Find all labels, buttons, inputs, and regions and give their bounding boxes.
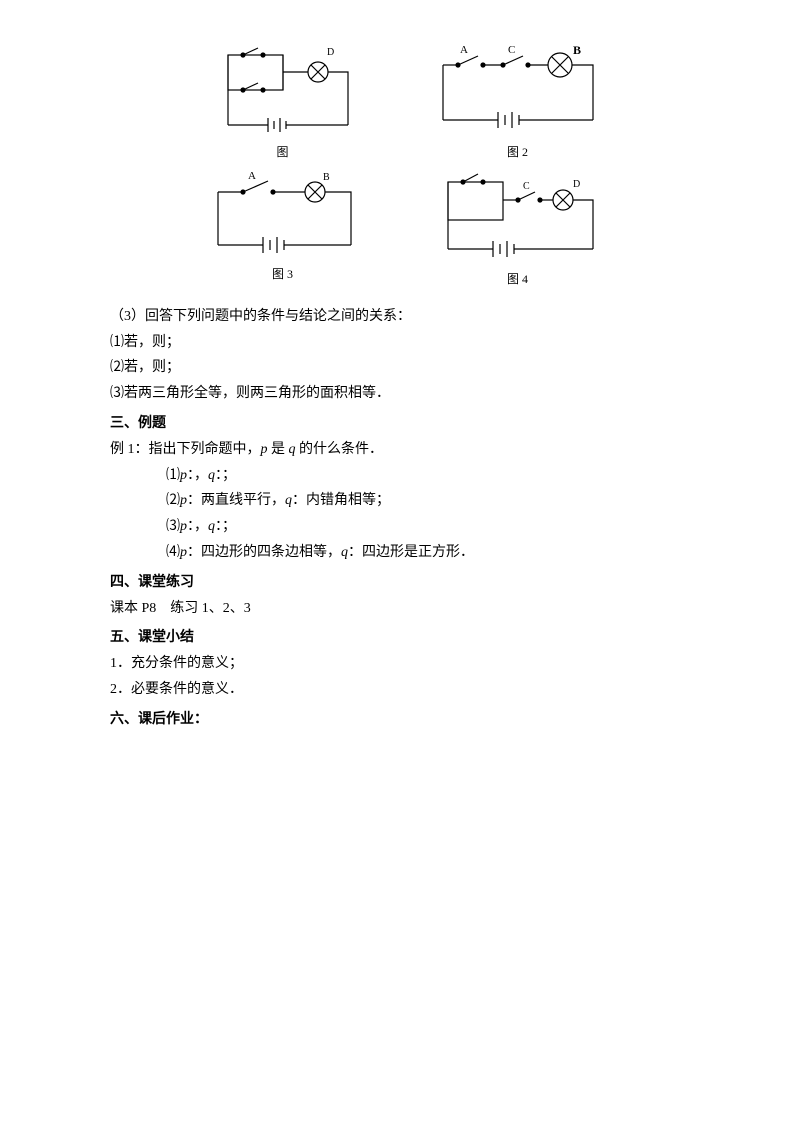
label-a-3: A — [248, 170, 256, 182]
ex1-lead-p: p — [261, 442, 268, 457]
section-5-item-1: 1．充分条件的意义； — [110, 652, 690, 676]
circuit-1-svg: D — [198, 40, 368, 140]
circuit-2-svg: A C B — [423, 40, 613, 140]
ex1-item-1: ⑴p：，q：； — [166, 464, 690, 488]
ex1-2-a: ⑵ — [166, 493, 180, 508]
ex1-item-3: ⑶p：，q：； — [166, 515, 690, 539]
label-c: C — [508, 44, 515, 56]
section-4-title: 四、课堂练习 — [110, 571, 690, 595]
ex1-2-q: q — [285, 493, 292, 508]
label-c-4: C — [523, 181, 530, 192]
q3-item-1: ⑴若，则； — [110, 331, 690, 355]
label-b-3: B — [323, 172, 330, 183]
q3-item-3: ⑶若两三角形全等，则两三角形的面积相等． — [110, 382, 690, 406]
ex1-1-q: q — [208, 468, 215, 483]
label-d-4: D — [573, 179, 580, 190]
circuit-3: A B 图 3 — [193, 167, 373, 289]
ex1-4-c: ：四边形是正方形． — [348, 545, 474, 560]
ex1-item-4: ⑷p：四边形的四条边相等，q：四边形是正方形． — [166, 541, 690, 565]
ex1-2-b: ：两直线平行， — [187, 493, 285, 508]
ex1-4-a: ⑷ — [166, 545, 180, 560]
ex1-4-q: q — [341, 545, 348, 560]
ex1-4-b: ：四边形的四条边相等， — [187, 545, 341, 560]
section-6-title: 六、课后作业： — [110, 708, 690, 732]
ex1-4-p: p — [180, 545, 187, 560]
ex1-1-p: p — [180, 468, 187, 483]
ex1-1-a: ⑴ — [166, 468, 180, 483]
ex1-1-b: ：， — [187, 468, 208, 483]
ex1-3-a: ⑶ — [166, 519, 180, 534]
circuit-2: A C B 图 2 — [423, 40, 613, 162]
example-1-lead: 例 1：指出下列命题中，p 是 q 的什么条件． — [110, 438, 690, 462]
ex1-item-2: ⑵p：两直线平行，q：内错角相等； — [166, 489, 690, 513]
question-3: （3）回答下列问题中的条件与结论之间的关系： — [110, 305, 690, 329]
ex1-3-p: p — [180, 519, 187, 534]
circuit-3-svg: A B — [193, 167, 373, 262]
label-b: B — [573, 43, 581, 57]
ex1-3-b: ：， — [187, 519, 208, 534]
section-5-item-2: 2．必要条件的意义． — [110, 678, 690, 702]
ex1-2-c: ：内错角相等； — [292, 493, 390, 508]
ex1-3-c: ：； — [215, 519, 236, 534]
label-a: A — [460, 44, 468, 56]
label-d: D — [327, 47, 334, 58]
ex1-lead-q: q — [289, 442, 296, 457]
circuit-4: C D 图 4 — [423, 167, 613, 289]
caption-2: 图 2 — [423, 142, 613, 162]
q3-item-2: ⑵若，则； — [110, 356, 690, 380]
ex1-3-q: q — [208, 519, 215, 534]
circuit-4-svg: C D — [423, 167, 613, 267]
ex1-lead-a: 例 1：指出下列命题中， — [110, 442, 261, 457]
caption-3: 图 3 — [193, 264, 373, 284]
section-4-body: 课本 P8 练习 1、2、3 — [110, 597, 690, 621]
circuit-diagrams: D 图 — [180, 40, 620, 290]
caption-4: 图 4 — [423, 269, 613, 289]
section-5-title: 五、课堂小结 — [110, 626, 690, 650]
ex1-lead-c: 的什么条件． — [296, 442, 384, 457]
section-3-title: 三、例题 — [110, 412, 690, 436]
caption-1: 图 — [198, 142, 368, 162]
ex1-lead-b: 是 — [268, 442, 289, 457]
circuit-1: D 图 — [198, 40, 368, 162]
ex1-1-c: ：； — [215, 468, 236, 483]
ex1-2-p: p — [180, 493, 187, 508]
